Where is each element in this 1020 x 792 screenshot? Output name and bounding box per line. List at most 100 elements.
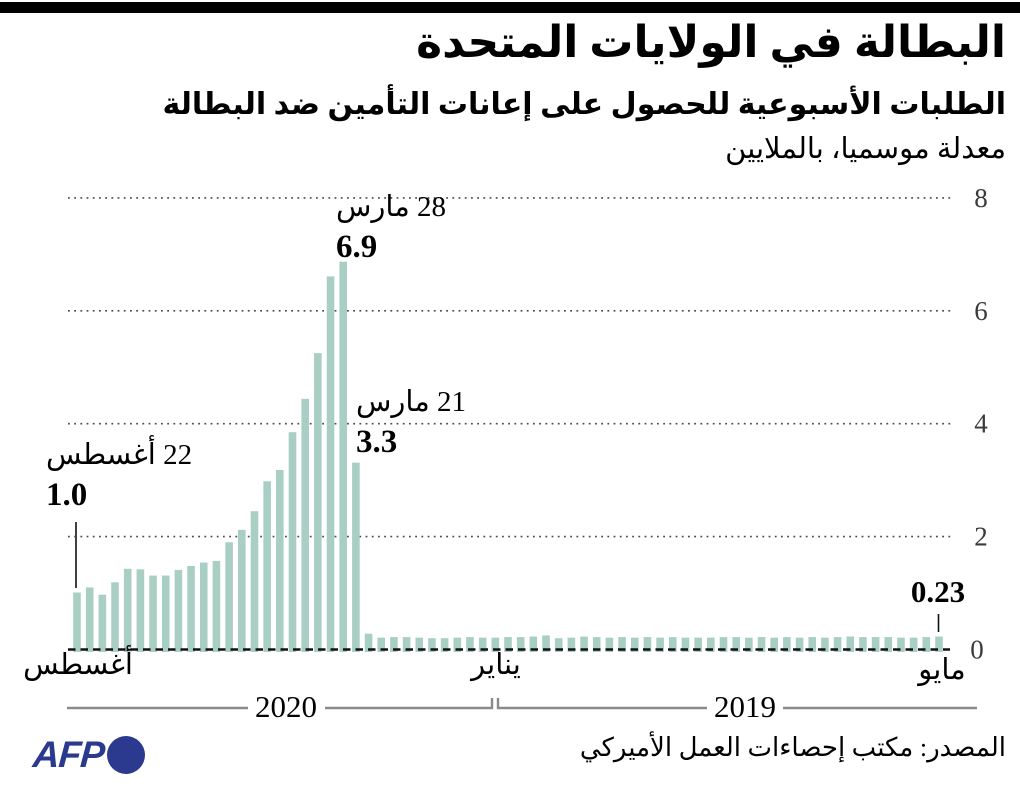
bar	[516, 637, 525, 652]
bar	[491, 637, 500, 652]
bar	[453, 637, 462, 652]
bar	[833, 637, 842, 652]
bar	[390, 637, 398, 652]
bar	[554, 638, 563, 652]
bar	[161, 575, 170, 652]
bar	[250, 511, 259, 652]
bar	[440, 638, 449, 652]
bar	[377, 637, 386, 652]
bar	[301, 398, 309, 652]
y-axis-tick-label-4: 4	[974, 409, 988, 439]
x-axis-label-may: مايو	[918, 654, 966, 686]
bar	[630, 637, 639, 652]
bar	[783, 637, 791, 652]
bar	[111, 582, 119, 652]
afp-logo-text: AFP	[31, 734, 106, 775]
bar	[846, 636, 855, 652]
chart-subtitle: الطلبات الأسبوعية للحصول على إعانات التأ…	[162, 88, 1006, 121]
bar	[922, 637, 931, 652]
bar	[466, 637, 474, 652]
bar	[567, 637, 576, 652]
bar	[288, 432, 297, 652]
bar	[212, 560, 221, 652]
annotation-22-august: 22 أغسطس 1.0	[46, 438, 192, 515]
bar	[694, 637, 702, 652]
source-credit: المصدر: مكتب إحصاءات العمل الأميركي	[579, 733, 1006, 762]
x-axis-year-2019: 2019	[714, 689, 776, 724]
bar	[668, 637, 677, 652]
annotation-value-label: 6.9	[336, 228, 378, 265]
y-axis-tick-label-2: 2	[974, 522, 988, 552]
bar	[656, 637, 664, 652]
bar	[263, 481, 271, 652]
bar	[643, 637, 652, 652]
top-banner-bar	[0, 2, 1020, 13]
bar	[745, 637, 753, 652]
bar	[529, 636, 538, 652]
x-axis-label-august: أغسطس	[23, 649, 133, 681]
annotation-value-label: 1.0	[46, 476, 88, 513]
bar	[352, 462, 360, 652]
bar	[187, 565, 195, 652]
annotation-peak-28-march: 28 مارس 6.9	[336, 190, 446, 267]
bar	[719, 637, 728, 652]
annotation-date-label: 22 أغسطس	[46, 439, 193, 471]
bar	[402, 637, 411, 652]
unit-note: معدلة موسميا، بالملايين	[725, 133, 1006, 165]
bar	[935, 636, 943, 652]
bar	[364, 633, 373, 652]
bar	[123, 568, 132, 652]
bar	[707, 637, 715, 652]
bar	[871, 637, 880, 652]
bar	[808, 637, 817, 652]
bar	[478, 637, 487, 652]
bar	[149, 575, 157, 652]
bar	[732, 637, 740, 652]
annotation-date-label: 21 مارس	[356, 386, 467, 418]
bar	[681, 637, 690, 652]
year-bracket-2019	[496, 698, 977, 710]
annotation-date-label: 28 مارس	[336, 191, 447, 223]
bar	[225, 542, 233, 652]
bar	[605, 637, 614, 652]
x-axis-year-2020: 2020	[255, 689, 317, 724]
bar	[326, 276, 335, 652]
bar	[314, 353, 322, 652]
bar	[580, 636, 588, 652]
bar	[415, 637, 424, 652]
bar	[909, 637, 918, 652]
bar	[73, 592, 81, 652]
bar	[504, 637, 512, 652]
bar	[276, 469, 284, 652]
bar	[199, 562, 208, 652]
bar	[795, 637, 804, 652]
bar	[821, 637, 829, 652]
bar	[237, 529, 246, 652]
bar	[85, 587, 94, 652]
bar	[884, 637, 893, 652]
bar-chart: 0 2 4 6 8	[67, 183, 988, 710]
afp-logo-circle-icon	[107, 736, 145, 774]
year-bracket-2020	[67, 698, 494, 710]
y-axis-tick-label-8: 8	[974, 183, 988, 213]
x-axis-label-january: يناير	[471, 649, 521, 681]
bar	[428, 638, 436, 652]
bar	[98, 594, 107, 652]
page-title: البطالة في الولايات المتحدة	[416, 18, 1006, 67]
bar	[859, 637, 867, 652]
bar	[542, 635, 550, 652]
bar	[897, 637, 905, 652]
bar	[757, 637, 766, 652]
annotation-value-label: 3.3	[356, 423, 398, 460]
bar	[339, 261, 348, 652]
afp-logo: AFP	[31, 734, 145, 776]
bar	[618, 637, 626, 652]
bar	[174, 569, 183, 652]
annotation-21-march: 21 مارس 3.3	[356, 385, 466, 462]
annotation-023-may-2019: 0.23	[910, 574, 966, 609]
bar	[136, 569, 145, 652]
y-axis-tick-label-6: 6	[974, 296, 988, 326]
bar	[592, 637, 601, 652]
bar	[770, 637, 779, 652]
